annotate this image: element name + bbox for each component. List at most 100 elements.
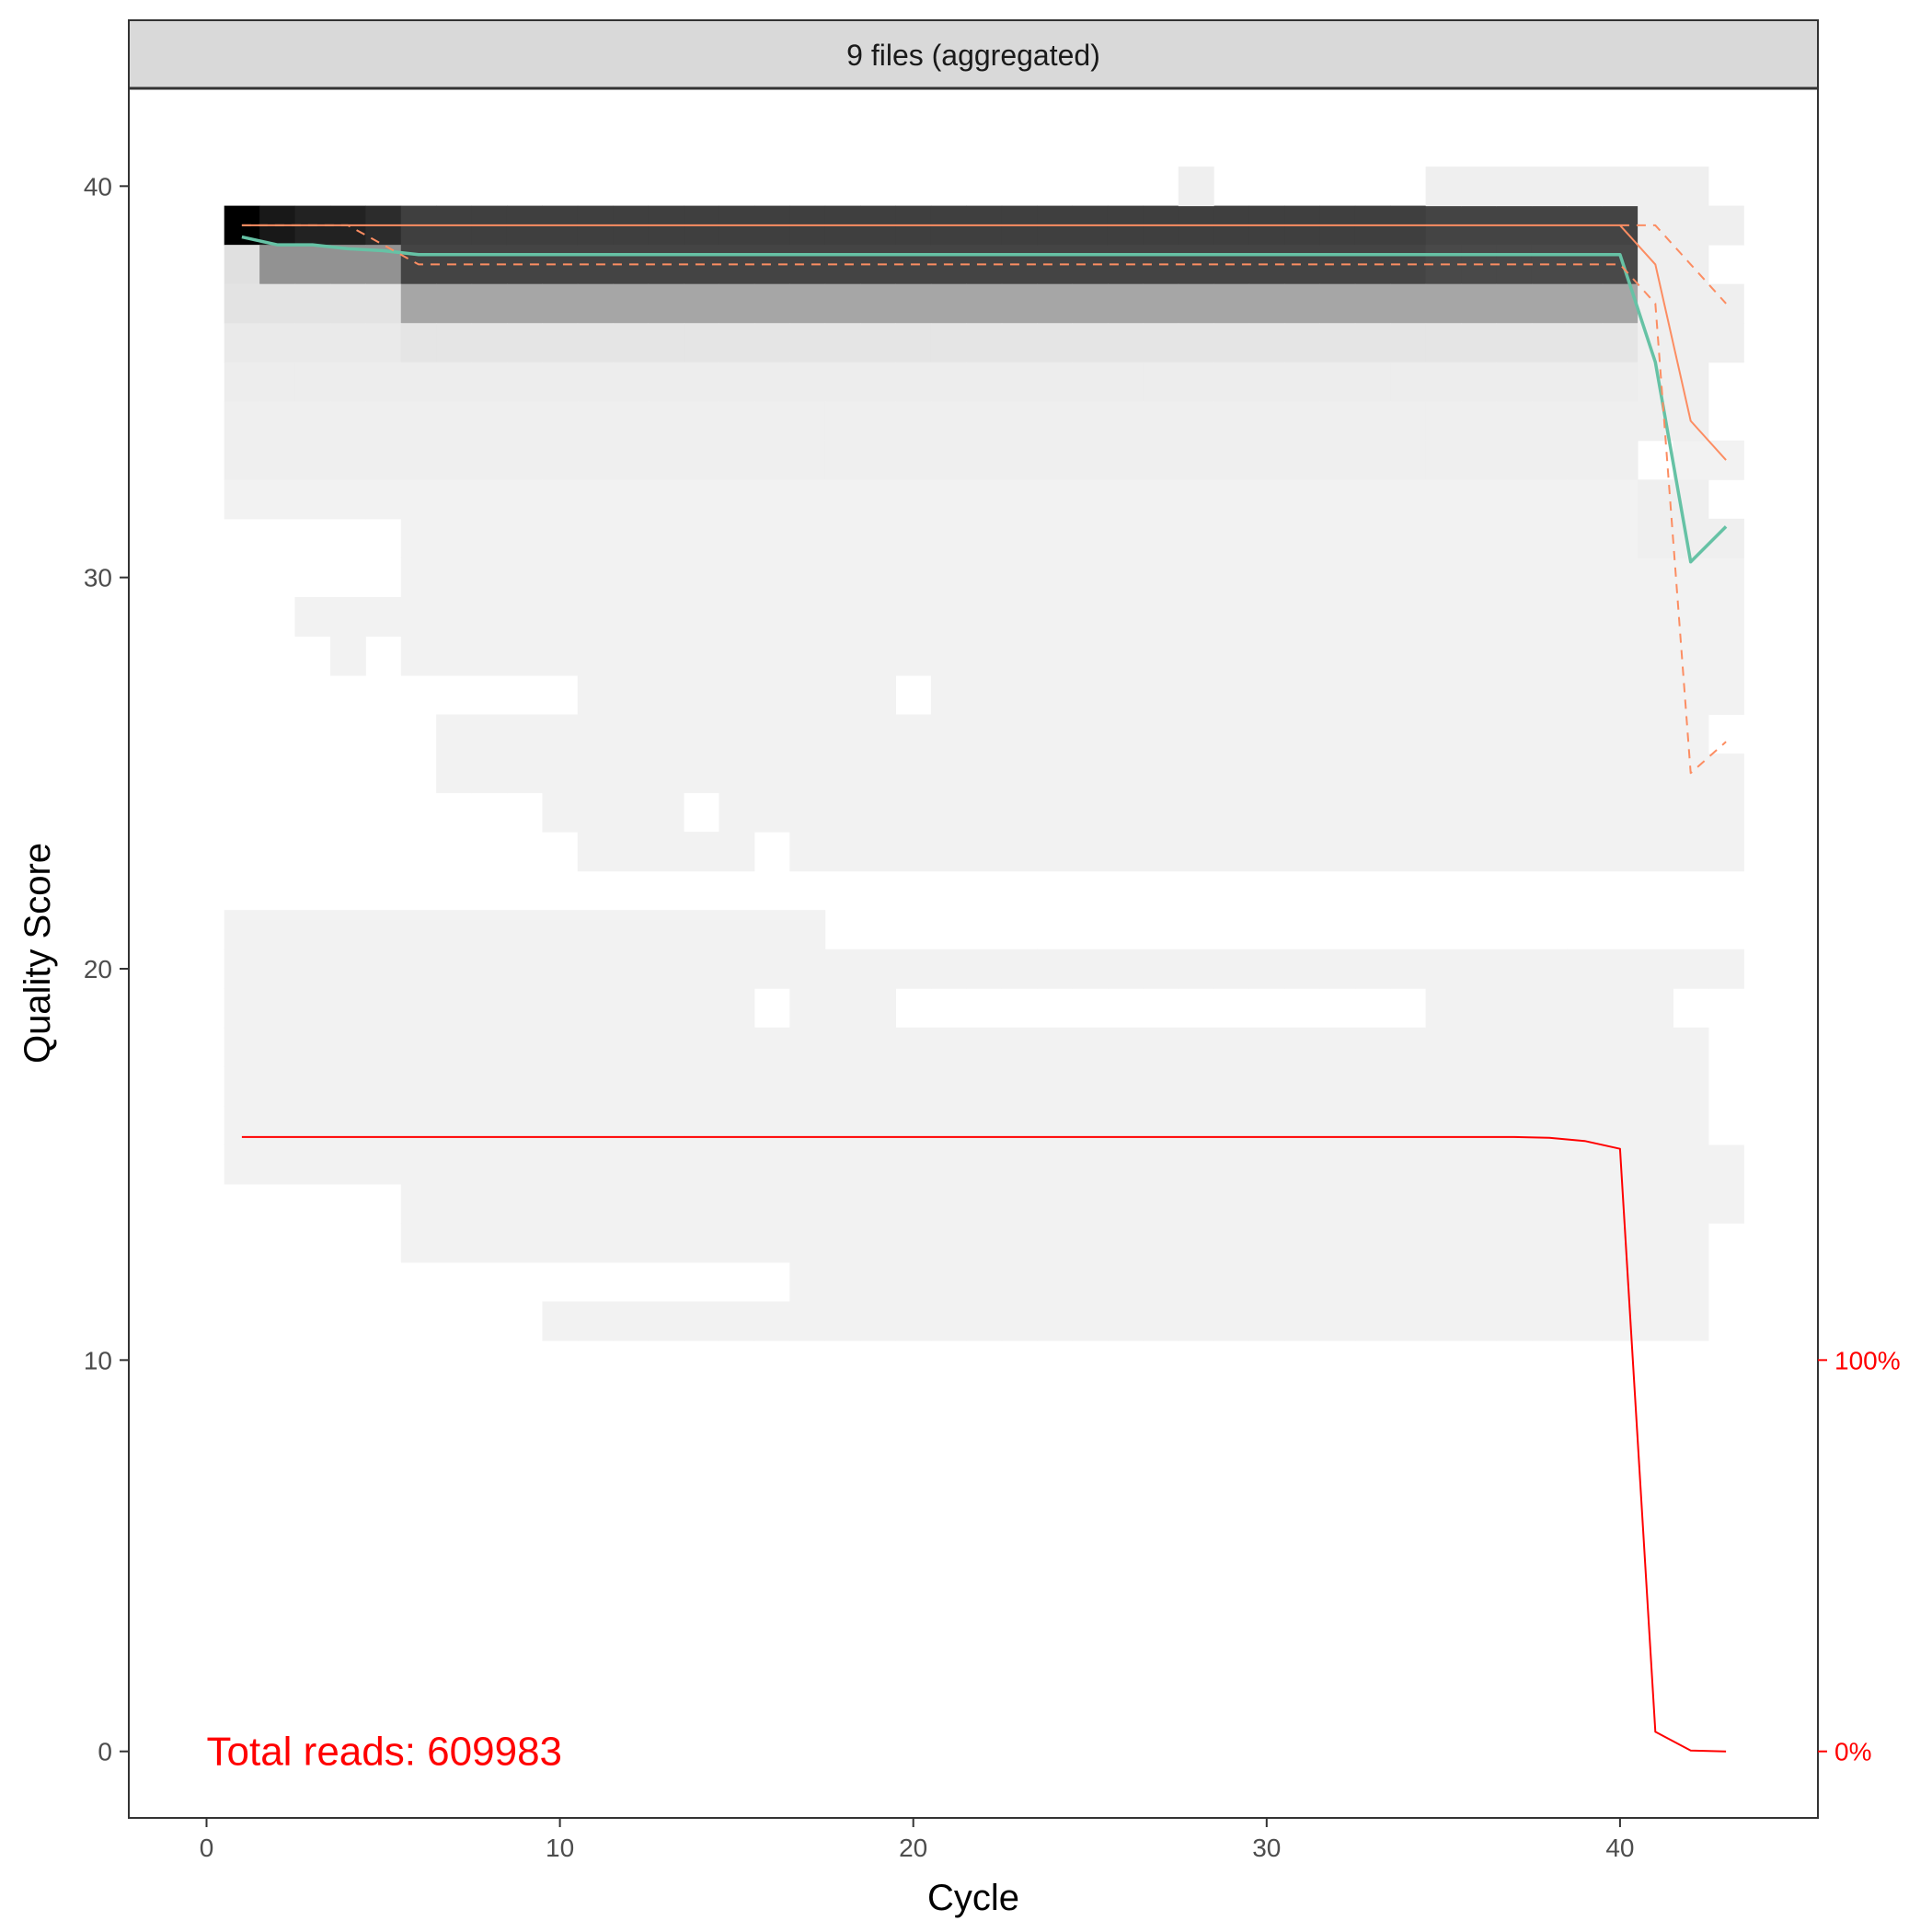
heat-cell xyxy=(577,323,614,363)
heat-cell xyxy=(1037,558,1074,598)
heat-cell xyxy=(824,401,861,442)
heat-cell xyxy=(294,910,331,950)
heat-cell xyxy=(930,558,967,598)
heat-cell xyxy=(1531,440,1568,480)
heat-cell xyxy=(1425,401,1462,442)
x-axis-title: Cycle xyxy=(927,1878,1019,1918)
heat-cell xyxy=(542,1105,579,1145)
heat-cell xyxy=(1213,440,1250,480)
heat-cell xyxy=(1178,596,1214,637)
heat-cell xyxy=(824,753,861,794)
heat-cell xyxy=(719,1223,755,1263)
heat-cell xyxy=(1602,753,1639,794)
heat-cell xyxy=(1531,714,1568,754)
heat-cell xyxy=(259,401,296,442)
heat-cell xyxy=(648,440,684,480)
heat-cell xyxy=(1213,1144,1250,1185)
heat-cell xyxy=(294,479,331,520)
series-line-q75 xyxy=(1619,224,1727,305)
heat-cell xyxy=(1319,1262,1356,1303)
heat-cell xyxy=(1319,636,1356,676)
heat-cell xyxy=(1178,1105,1214,1145)
heat-cell xyxy=(1248,949,1285,989)
heat-cell xyxy=(1143,1183,1179,1224)
heat-cell xyxy=(259,910,296,950)
heat-cell xyxy=(506,636,543,676)
heat-cell xyxy=(684,1301,719,1341)
heat-cell xyxy=(1143,1066,1179,1107)
heat-cell xyxy=(471,479,508,520)
heat-cell xyxy=(648,1027,684,1067)
heat-cell xyxy=(506,949,543,989)
heat-cell xyxy=(1143,1027,1179,1067)
heat-cell xyxy=(400,283,437,324)
heat-cell xyxy=(1708,1144,1744,1185)
heat-cell xyxy=(789,1027,826,1067)
heat-cell xyxy=(400,1027,437,1067)
heat-cell xyxy=(1390,1066,1427,1107)
heat-cell xyxy=(719,636,755,676)
heat-cell xyxy=(224,1105,260,1145)
heat-cell xyxy=(930,1066,967,1107)
heat-cell xyxy=(684,1183,719,1224)
heat-cell xyxy=(895,1066,932,1107)
heat-cell xyxy=(1390,675,1427,716)
heat-cell xyxy=(1425,440,1462,480)
heat-cell xyxy=(1319,675,1356,716)
heat-cell xyxy=(436,1223,473,1263)
heat-cell xyxy=(966,832,1003,872)
heat-cell xyxy=(577,362,614,402)
heat-cell xyxy=(719,988,755,1029)
heat-cell xyxy=(1567,1262,1604,1303)
heat-cell xyxy=(719,596,755,637)
heat-cell xyxy=(365,440,402,480)
heat-cell xyxy=(684,283,719,324)
heat-cell xyxy=(860,1223,896,1263)
heat-cell xyxy=(1461,323,1497,363)
heat-cell xyxy=(1178,518,1214,558)
heat-cell xyxy=(648,988,684,1029)
heat-cell xyxy=(1602,832,1639,872)
heat-cell xyxy=(1461,675,1497,716)
heat-cell xyxy=(400,596,437,637)
heat-cell xyxy=(860,558,896,598)
heat-cell xyxy=(1248,362,1285,402)
heat-cell xyxy=(1638,167,1674,207)
heat-cell xyxy=(542,1144,579,1185)
heat-cell xyxy=(1461,596,1497,637)
heat-cell xyxy=(1390,1027,1427,1067)
heat-cell xyxy=(1178,283,1214,324)
heat-cell xyxy=(1319,596,1356,637)
heat-cell xyxy=(789,949,826,989)
series-line-reads xyxy=(241,1135,1727,1753)
heat-cell xyxy=(648,323,684,363)
heat-cell xyxy=(1390,1144,1427,1185)
heat-cell xyxy=(1390,283,1427,324)
heat-cell xyxy=(1143,636,1179,676)
heat-cell xyxy=(1496,323,1533,363)
heat-cell xyxy=(1319,1105,1356,1145)
heat-cell xyxy=(1638,1027,1674,1067)
heat-cell xyxy=(1107,479,1144,520)
heat-cell xyxy=(1001,675,1038,716)
heat-cell xyxy=(224,323,260,363)
heat-cell xyxy=(753,1144,790,1185)
heat-cell xyxy=(1001,283,1038,324)
heat-cell xyxy=(1248,1144,1285,1185)
heat-cell xyxy=(1567,1301,1604,1341)
heat-cell xyxy=(400,440,437,480)
heat-cell xyxy=(1037,1144,1074,1185)
heat-cell xyxy=(824,1301,861,1341)
heat-cell xyxy=(684,1027,719,1067)
heat-cell xyxy=(1037,362,1074,402)
heat-cell xyxy=(1531,362,1568,402)
heat-cell xyxy=(542,1027,579,1067)
heat-cell xyxy=(789,1301,826,1341)
heat-cell xyxy=(259,1066,296,1107)
heat-cell xyxy=(895,1223,932,1263)
heat-cell xyxy=(1390,1105,1427,1145)
heat-cell xyxy=(824,675,861,716)
heat-cell xyxy=(648,362,684,402)
heat-cell xyxy=(1178,753,1214,794)
heat-cell xyxy=(648,832,684,872)
